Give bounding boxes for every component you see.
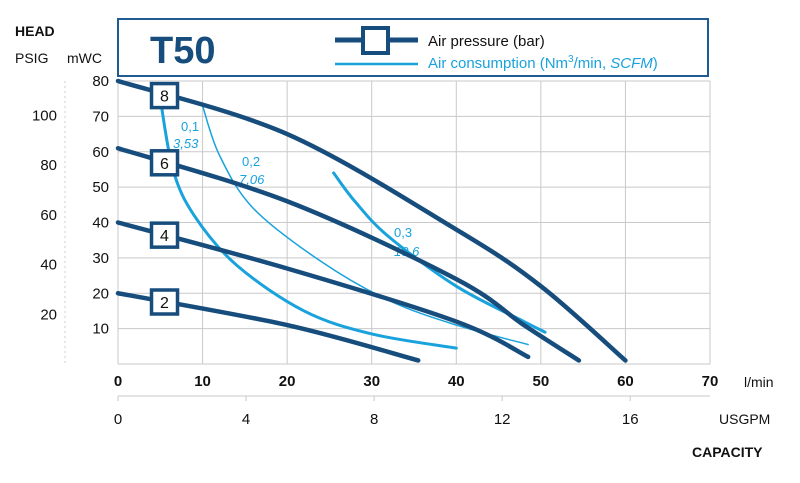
x-tick-lmin: 50	[533, 373, 550, 390]
chart-title: T50	[150, 30, 215, 72]
y-tick-mwc: 30	[92, 250, 109, 267]
pressure-marker	[149, 288, 180, 316]
legend-pressure-label: Air pressure (bar)	[428, 33, 545, 50]
y-tick-psig: 40	[40, 257, 57, 274]
y-header-mwc: mWC	[67, 50, 102, 66]
legend-box	[117, 18, 709, 77]
pressure-curve	[115, 145, 582, 363]
x-tick-lmin: 70	[702, 373, 719, 390]
x-axis-title: CAPACITY	[692, 444, 763, 460]
legend-air-label: Air consumption (Nm3/min, SCFM)	[428, 54, 658, 72]
x-tick-usgpm: 0	[114, 411, 122, 428]
air-consumption-curve	[332, 171, 547, 334]
air-curve-label-bar: 0,1	[181, 119, 199, 134]
y-tick-mwc: 80	[92, 73, 109, 90]
x-tick-lmin: 40	[448, 373, 465, 390]
pressure-marker	[149, 81, 180, 110]
y-tick-psig: 20	[40, 306, 57, 323]
air-curve-label-bar: 0,3	[394, 225, 412, 240]
pressure-marker-label: 4	[160, 228, 169, 245]
pressure-curves: 8 6 4 2	[115, 78, 628, 363]
axis-ticks: 0 10 20 30 40 50 60 700 4 8 12 16102030405060708020…	[32, 73, 718, 428]
x-tick-usgpm: 16	[622, 411, 639, 428]
pressure-marker-label: 6	[160, 156, 169, 173]
x-unit-usgpm: USGPM	[719, 411, 770, 427]
x-tick-usgpm: 8	[370, 411, 378, 428]
air-curve-label-bar: 0,2	[242, 154, 260, 169]
legend-pressure-marker	[361, 26, 390, 55]
y-header-head: HEAD	[15, 23, 55, 39]
pressure-curve	[115, 78, 628, 363]
y-tick-mwc: 10	[92, 321, 109, 338]
y-tick-psig: 100	[32, 107, 57, 124]
x-tick-lmin: 10	[194, 373, 211, 390]
y-tick-mwc: 60	[92, 144, 109, 161]
pressure-marker-label: 2	[160, 295, 169, 312]
pressure-marker	[149, 149, 180, 177]
y-tick-psig: 80	[40, 157, 57, 174]
air-consumption-curve	[201, 105, 529, 346]
y-header-psig: PSIG	[15, 50, 48, 66]
x-tick-lmin: 20	[279, 373, 296, 390]
x-tick-usgpm: 4	[242, 411, 250, 428]
x-tick-lmin: 60	[617, 373, 634, 390]
x-tick-lmin: 30	[363, 373, 380, 390]
air-curve-label-scfm: 3,53	[173, 136, 199, 151]
pressure-marker-label: 8	[160, 89, 169, 106]
y-tick-mwc: 70	[92, 108, 109, 125]
x-tick-usgpm: 12	[494, 411, 511, 428]
pressure-curve	[115, 220, 531, 360]
pressure-marker	[149, 221, 180, 249]
y-tick-psig: 60	[40, 207, 57, 224]
air-curve-label-scfm: 7,06	[239, 172, 265, 187]
x-tick-lmin: 0	[114, 373, 122, 390]
x-unit-lmin: l/min	[744, 374, 774, 390]
y-tick-mwc: 40	[92, 215, 109, 232]
y-tick-mwc: 20	[92, 285, 109, 302]
y-tick-mwc: 50	[92, 179, 109, 196]
